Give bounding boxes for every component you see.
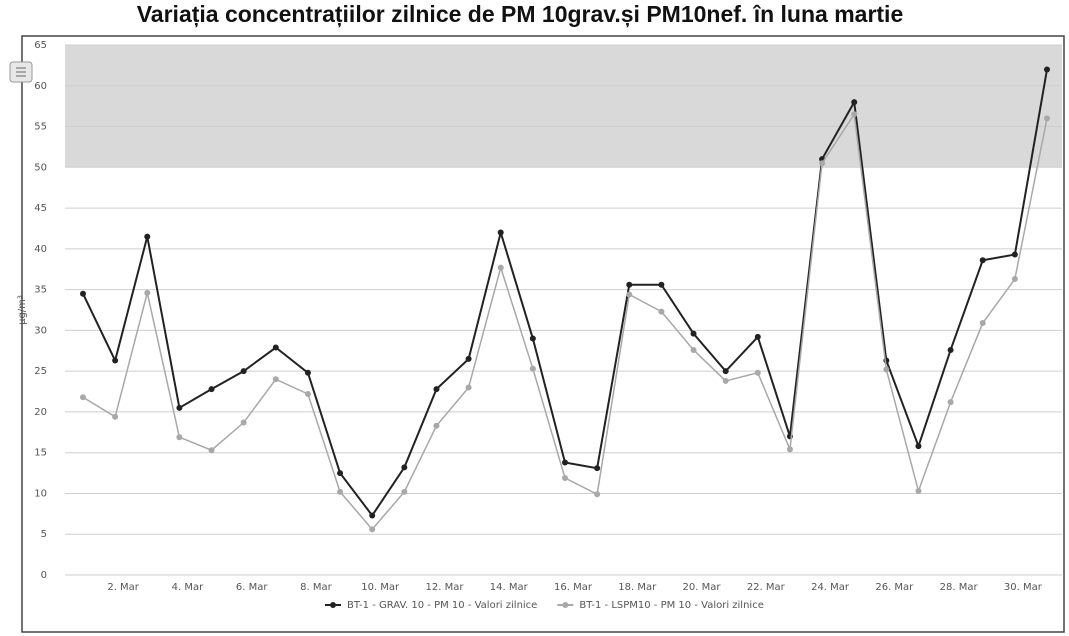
y-tick-label: 5 — [41, 529, 47, 540]
chart-title: Variația concentrațiilor zilnice de PM 1… — [137, 1, 904, 28]
legend-label: BT-1 - LSPM10 - PM 10 - Valori zilnice — [579, 600, 764, 611]
data-point — [979, 320, 986, 327]
x-tick-label: 2. Mar — [107, 582, 139, 593]
chart-frame — [21, 35, 1065, 633]
data-point — [851, 111, 858, 118]
legend-marker — [330, 602, 336, 608]
y-tick-label: 50 — [34, 162, 47, 173]
x-tick-label: 12. Mar — [425, 582, 464, 593]
data-point — [594, 491, 601, 498]
data-point — [176, 434, 183, 441]
y-tick-label: 20 — [34, 407, 47, 418]
data-point — [626, 281, 633, 288]
data-point — [304, 369, 311, 376]
data-point — [337, 470, 344, 477]
series-line — [82, 112, 1048, 531]
data-point — [915, 488, 922, 495]
data-point — [754, 369, 761, 376]
data-point — [112, 413, 119, 420]
data-point — [369, 512, 376, 519]
data-point — [1011, 276, 1018, 283]
data-point — [401, 464, 408, 471]
data-point — [947, 399, 954, 406]
data-point — [690, 330, 697, 337]
x-tick-label: 30. Mar — [1004, 582, 1043, 593]
y-tick-label: 25 — [34, 366, 47, 377]
x-tick-label: 16. Mar — [554, 582, 593, 593]
data-point — [1044, 66, 1050, 73]
menu-button[interactable] — [9, 61, 33, 83]
y-tick-label: 10 — [34, 488, 47, 499]
data-point — [722, 377, 729, 384]
x-tick-label: 22. Mar — [747, 582, 786, 593]
data-point — [658, 308, 665, 315]
data-point — [819, 160, 826, 167]
data-point — [497, 229, 504, 236]
data-point — [144, 289, 151, 296]
y-tick-label: 45 — [34, 203, 47, 214]
data-point — [529, 365, 536, 372]
data-point — [144, 233, 151, 240]
data-point — [208, 447, 215, 454]
data-point — [240, 368, 247, 375]
y-tick-label: 30 — [34, 325, 47, 336]
data-point — [594, 465, 601, 472]
y-tick-label: 0 — [41, 570, 47, 581]
data-point — [529, 335, 536, 342]
data-point — [272, 376, 279, 383]
y-tick-label: 40 — [34, 244, 47, 255]
data-point — [497, 264, 504, 271]
data-point — [562, 459, 568, 466]
data-point — [883, 366, 890, 373]
x-tick-label: 4. Mar — [172, 582, 204, 593]
data-point — [80, 394, 86, 401]
threshold-band — [65, 45, 1062, 168]
y-tick-label: 55 — [34, 122, 47, 133]
x-tick-label: 24. Mar — [811, 582, 850, 593]
data-point — [401, 488, 408, 495]
data-point — [851, 99, 858, 106]
y-tick-label: 65 — [34, 40, 47, 51]
data-point — [272, 344, 279, 351]
data-point — [369, 526, 376, 533]
data-point — [465, 384, 472, 391]
legend-label: BT-1 - GRAV. 10 - PM 10 - Valori zilnice — [347, 600, 537, 611]
data-point — [240, 419, 247, 426]
data-point — [433, 386, 440, 393]
data-point — [337, 488, 344, 495]
data-point — [722, 368, 729, 375]
data-point — [915, 443, 922, 450]
y-tick-label: 15 — [34, 448, 47, 459]
data-point — [1011, 251, 1018, 258]
x-tick-label: 6. Mar — [236, 582, 268, 593]
data-point — [690, 346, 697, 353]
x-tick-label: 28. Mar — [940, 582, 979, 593]
data-point — [112, 357, 119, 364]
data-point — [626, 291, 633, 298]
x-tick-label: 10. Mar — [361, 582, 400, 593]
legend-marker — [562, 602, 569, 608]
data-point — [562, 474, 568, 481]
data-point — [465, 355, 472, 362]
x-tick-label: 8. Mar — [300, 582, 332, 593]
x-tick-label: 14. Mar — [490, 582, 529, 593]
y-axis-label: µg/m³ — [17, 295, 28, 325]
x-tick-label: 20. Mar — [683, 582, 722, 593]
x-tick-label: 18. Mar — [618, 582, 657, 593]
data-point — [947, 346, 954, 353]
data-point — [1044, 115, 1050, 122]
data-point — [433, 422, 440, 429]
y-tick-label: 35 — [34, 285, 47, 296]
data-point — [208, 386, 215, 393]
data-point — [176, 404, 183, 411]
data-point — [658, 281, 665, 288]
x-tick-label: 26. Mar — [875, 582, 914, 593]
y-tick-label: 60 — [34, 81, 47, 92]
data-point — [754, 333, 761, 340]
data-point — [786, 446, 793, 453]
data-point — [304, 390, 311, 397]
data-point — [80, 290, 86, 297]
data-point — [979, 257, 986, 264]
